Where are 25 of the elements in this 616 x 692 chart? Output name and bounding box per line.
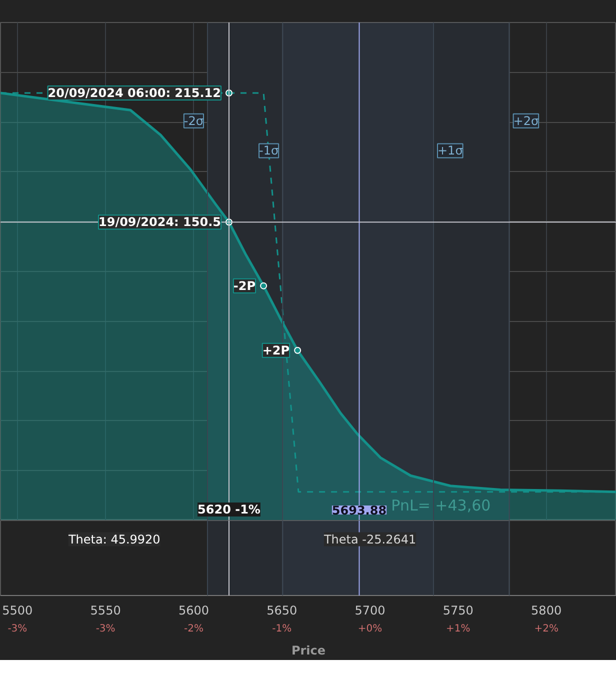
- ref-line-label: 5620 -1%: [198, 502, 260, 516]
- x-tick-label: 5800: [531, 604, 562, 618]
- x-tick-label: 5600: [178, 604, 210, 618]
- ref-line-label: +1σ: [438, 144, 464, 158]
- annotation: -2P: [233, 278, 256, 293]
- text: +2%: [534, 624, 558, 634]
- text: Theta -25.2641: [322, 532, 416, 546]
- text: -2%: [184, 624, 204, 634]
- x-tick-label: 5550: [90, 604, 121, 618]
- annotation: 20/09/2024 06:00: 215.12: [48, 86, 221, 100]
- x-tick-label: 5650: [266, 604, 298, 618]
- ref-line-label: 5693.88: [332, 504, 387, 518]
- text: +0%: [358, 624, 382, 634]
- annotation: PnL= +43,60: [391, 496, 491, 514]
- text: -3%: [96, 624, 116, 634]
- text: -1%: [272, 624, 292, 634]
- x-tick-label: 5700: [354, 604, 386, 618]
- x-tick-label: 5500: [2, 604, 33, 618]
- annotation: +2P: [262, 343, 290, 358]
- x-tick-label: 5750: [442, 604, 474, 618]
- text: +1%: [446, 624, 470, 634]
- annotation: 19/09/2024: 150.5: [98, 215, 221, 230]
- text: Theta: 45.9920: [67, 532, 160, 546]
- x-axis-title: Price: [291, 644, 326, 658]
- text: -3%: [8, 624, 28, 634]
